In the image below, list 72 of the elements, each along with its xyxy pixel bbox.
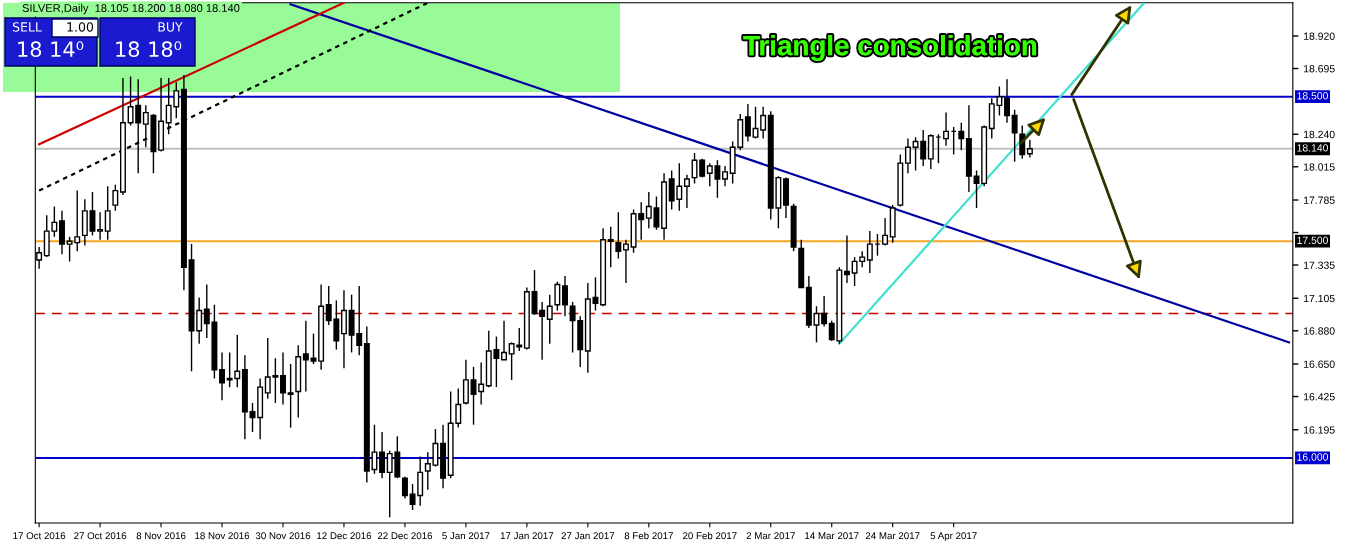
candlestick (683, 174, 690, 209)
annotation: SELL (12, 22, 42, 32)
candlestick (539, 301, 546, 361)
y-tick-label: 16.425 (1304, 393, 1335, 401)
y-tick-label: 18.920 (1304, 32, 1335, 40)
ref-line-label: 17.500 (1297, 236, 1329, 244)
candlestick (1026, 139, 1033, 159)
candlestick (843, 234, 850, 284)
y-tick-label: 17.335 (1304, 261, 1335, 269)
candlestick (927, 133, 934, 170)
x-tick-label: 14 Mar 2017 (805, 532, 859, 540)
y-tick-label: 16.880 (1304, 327, 1335, 335)
x-tick-label: 5 Apr 2017 (930, 532, 977, 542)
candlestick (501, 319, 507, 361)
candlestick (379, 431, 386, 479)
ref-line-label: 18.140 (1297, 144, 1329, 152)
candlestick (462, 358, 469, 406)
candlestick (1004, 78, 1011, 124)
x-tick-label: 27 Oct 2016 (74, 532, 127, 540)
x-tick-label: 24 Mar 2017 (865, 532, 920, 540)
y-tick-label: 17.785 (1304, 196, 1335, 204)
y-tick-label: 17.105 (1304, 294, 1335, 303)
candlestick (97, 211, 104, 241)
candlestick (866, 230, 873, 274)
candlestick (943, 111, 950, 147)
candlestick (340, 289, 347, 370)
y-tick-label: 18.240 (1304, 130, 1335, 139)
candlestick (622, 239, 629, 284)
candlestick (219, 351, 226, 401)
x-tick-label: 5 Jan 2017 (442, 532, 490, 540)
annotation: 1.00 (67, 22, 94, 32)
x-tick-label: 20 Feb 2017 (682, 532, 737, 540)
x-tick-label: 8 Nov 2016 (136, 532, 186, 540)
x-tick-label: 8 Feb 2017 (624, 532, 673, 540)
candlestick (302, 319, 309, 393)
x-tick-label: 12 Dec 2016 (317, 532, 372, 540)
candlestick (59, 210, 65, 255)
candlestick (554, 280, 561, 312)
candlestick (744, 103, 751, 143)
candlestick (882, 217, 889, 247)
x-tick-label: 2 Mar 2017 (746, 532, 795, 540)
annotation: Triangle consolidation (743, 35, 1037, 62)
candlestick (112, 184, 119, 212)
annotation: BUY (158, 22, 183, 32)
candlestick (958, 122, 965, 151)
candlestick (562, 275, 568, 318)
x-tick-label: 17 Jan 2017 (500, 532, 554, 540)
x-tick-label: 18 Nov 2016 (195, 532, 250, 540)
annotation: 18 18⁰ (116, 41, 182, 58)
chart-title: SILVER,Daily 18.105 18.200 18.080 18.140 (22, 3, 240, 15)
y-tick-label: 16.650 (1304, 360, 1335, 368)
x-tick-label: 17 Oct 2016 (13, 532, 66, 540)
x-tick-label: 22 Dec 2016 (377, 532, 433, 540)
candlestick (1011, 109, 1018, 163)
candlestick (722, 165, 729, 187)
y-tick-label: 16.195 (1304, 426, 1335, 434)
ref-line-label: 16.000 (1297, 453, 1329, 461)
candlestick (760, 106, 767, 140)
y-tick-label: 18.695 (1304, 65, 1335, 73)
candlestick (821, 295, 828, 328)
x-tick-label: 30 Nov 2016 (255, 532, 311, 540)
candlestick (615, 211, 622, 260)
candlestick (280, 351, 286, 406)
x-tick-label: 27 Jan 2017 (561, 532, 615, 540)
candlestick (104, 185, 111, 241)
y-tick-label: 18.015 (1304, 163, 1335, 171)
annotation: 18 14⁰ (18, 41, 84, 58)
candlestick (607, 226, 614, 268)
ref-line-label: 18.500 (1297, 92, 1329, 100)
candlestick (904, 137, 911, 174)
candlestick (546, 293, 553, 345)
candlestick (287, 363, 294, 429)
